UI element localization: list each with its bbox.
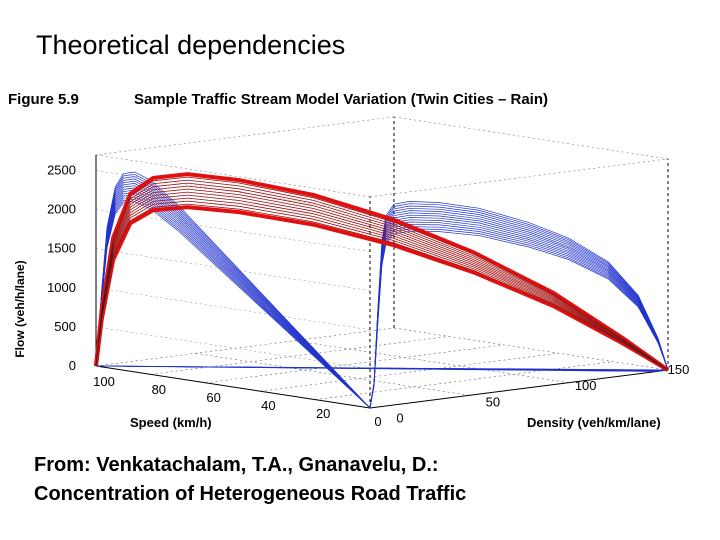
flow-speed-density-curve-inner	[95, 179, 669, 371]
axis-line	[95, 365, 371, 409]
flow-grid-line	[95, 170, 371, 213]
speed-tick-label: 20	[316, 406, 330, 421]
speed-flow-curve	[95, 201, 371, 409]
speed-tick-label: 0	[374, 414, 381, 429]
speed-flow-curve	[95, 173, 371, 409]
caption-line-2: Concentration of Heterogeneous Road Traf…	[34, 483, 467, 505]
flow-tick-label: 1000	[47, 280, 76, 295]
flow-tick-label: 1500	[47, 241, 76, 256]
floor-grid-line	[294, 340, 569, 383]
floor-grid-line	[205, 344, 504, 384]
flow-speed-density-curve-inner	[95, 203, 669, 371]
flow-grid-line	[95, 287, 371, 331]
density-tick-label: 100	[575, 378, 597, 393]
flow-speed-density-curve	[95, 185, 669, 371]
flow-speed-density-curve-inner	[95, 176, 669, 371]
flow-speed-density-curve-inner	[95, 185, 669, 371]
density-flow-curve	[369, 230, 669, 409]
box-edge-top	[95, 154, 371, 198]
density-flow-curve	[369, 212, 669, 409]
density-flow-curve	[369, 210, 669, 409]
flow-speed-density-curve	[95, 194, 669, 371]
flow-speed-density-curve	[94, 172, 670, 372]
speed-flow-curve	[95, 192, 371, 409]
flow-speed-density-curve-inner	[95, 200, 669, 371]
figure-label: Figure 5.9	[8, 91, 79, 108]
traffic-stream-3d-chart: Figure 5.9 Sample Traffic Stream Model Va…	[8, 91, 690, 430]
speed-axis-title: Speed (km/h)	[130, 415, 212, 430]
flow-speed-density-curve	[95, 197, 669, 371]
flow-axis-title: Flow (veh/h/lane)	[13, 260, 27, 357]
slide-title: Theoretical dependencies	[36, 30, 346, 60]
speed-density-curve	[95, 365, 669, 371]
floor-grid-line	[150, 336, 449, 375]
density-flow-curve	[369, 228, 669, 409]
speed-tick-label: 100	[93, 374, 115, 389]
flow-speed-density-curve-inner	[95, 194, 669, 371]
density-flow-curve	[369, 214, 669, 409]
speed-tick-label: 80	[152, 382, 166, 397]
density-tick-label: 150	[668, 362, 690, 377]
source-caption: From: Venkatachalam, T.A., Gnanavelu, D.…	[34, 451, 704, 509]
flow-speed-density-curve	[95, 203, 669, 371]
flow-tick-label: 0	[69, 358, 76, 373]
flow-speed-density-curve-inner	[95, 188, 669, 371]
floor-grid-line	[195, 353, 470, 396]
chart-title: Sample Traffic Stream Model Variation (T…	[134, 91, 548, 108]
density-flow-curve	[369, 203, 669, 409]
flow-speed-density-curve	[94, 205, 670, 372]
flow-tick-label: 500	[54, 319, 76, 334]
caption-line-1: From: Venkatachalam, T.A., Gnanavelu, D.…	[34, 454, 439, 476]
flow-grid-line	[95, 248, 371, 291]
chart-figure: Figure 5.9 Sample Traffic Stream Model Va…	[0, 84, 720, 432]
speed-tick-label: 40	[261, 398, 275, 413]
flow-tick-label: 2500	[47, 163, 76, 178]
density-axis-title: Density (veh/km/lane)	[527, 415, 661, 430]
density-flow-curve	[369, 201, 669, 409]
box-edge-top	[369, 158, 669, 198]
flow-speed-density-curve-inner	[95, 182, 669, 371]
speed-tick-label: 60	[206, 390, 220, 405]
density-tick-label: 50	[486, 394, 500, 409]
box-edge-top	[393, 116, 669, 160]
floor-grid-line	[260, 352, 559, 392]
flow-speed-density-curve-inner	[95, 191, 669, 371]
speed-flow-curve	[95, 189, 371, 409]
box-edge-top	[95, 116, 395, 156]
density-tick-label: 0	[396, 411, 403, 426]
flow-grid-line	[95, 326, 371, 370]
density-flow-curve	[369, 205, 669, 409]
floor-grid-line	[315, 361, 614, 400]
floor-grid-line	[393, 327, 669, 371]
floor-grid-line	[95, 327, 395, 367]
density-flow-curve	[369, 207, 669, 409]
flow-tick-label: 2000	[47, 202, 76, 217]
flow-speed-density-curve-inner	[95, 197, 669, 371]
axis-line	[369, 369, 669, 409]
